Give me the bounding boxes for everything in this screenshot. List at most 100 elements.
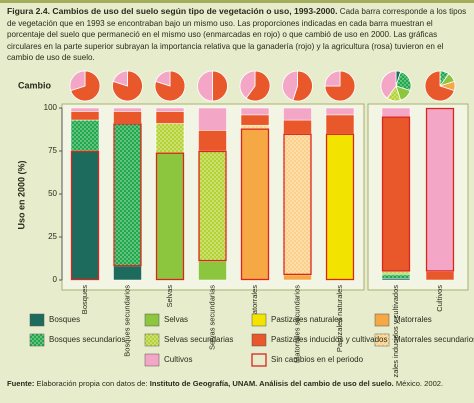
caption-text: Cada barra corresponde a los tipos de ve… (7, 7, 467, 63)
footer: Fuente: Elaboración propia con datos de:… (7, 379, 443, 388)
unchanged-frame (283, 133, 312, 275)
bar-segment (325, 133, 355, 281)
bar-segment (240, 114, 270, 126)
unchanged-frame (381, 116, 411, 272)
bar-segment (381, 107, 411, 117)
bar-dots (198, 151, 227, 262)
bar-segment (283, 119, 312, 135)
bar-segment (113, 265, 142, 281)
legend-label: Bosques (49, 315, 80, 324)
pie-label: Cambio (18, 80, 52, 90)
legend-swatch (144, 313, 160, 327)
pie-slice (197, 70, 213, 102)
legend-dots (145, 334, 159, 346)
bar-segment (198, 130, 227, 152)
bar-dots (283, 133, 312, 275)
y-tick-label: 0 (53, 275, 58, 284)
bar-segment (70, 107, 100, 112)
y-tick-label: 25 (48, 232, 57, 241)
bar-segment (155, 107, 185, 112)
unchanged-frame (198, 150, 227, 262)
bar-segment (325, 114, 355, 135)
pie-slice (324, 70, 341, 87)
unchanged-frame (425, 107, 455, 272)
bar-dots (382, 274, 410, 279)
chart: Cambio Uso en 2000 (%) 0 25 50 75 100 Bosques… (16, 70, 474, 378)
bar-segment (381, 116, 411, 272)
bar-segment (240, 128, 270, 281)
legend-label: Pastizales naturales (271, 315, 343, 324)
x-tick-label: Bosques secundarios (122, 285, 131, 357)
pie-slice (380, 70, 397, 99)
x-tick-label: Matorrales (250, 285, 259, 321)
pie-slice (245, 70, 271, 102)
bar-dots (241, 125, 269, 129)
footer-source: Instituto de Geografía, UNAM. Análisis d… (149, 379, 394, 388)
bar-segment (113, 107, 142, 112)
x-tick-label: Selvas (165, 285, 174, 308)
bar-segment (198, 260, 227, 281)
pie-slice (112, 70, 128, 87)
legend-label: Selvas secundarias (164, 335, 233, 344)
pie-slice-dots (387, 86, 401, 101)
bar-segment (70, 111, 100, 121)
legend-label: Sin cambios en el periodo (271, 355, 364, 364)
legend-label: Matorrales (394, 315, 432, 324)
bar-segment (155, 152, 185, 281)
bar-dots (71, 120, 99, 151)
legend-swatch (251, 353, 267, 367)
pie-slice (155, 70, 171, 87)
y-tick-label: 50 (48, 189, 57, 198)
pie-slice-dots (440, 71, 449, 86)
unchanged-frame (325, 133, 355, 281)
caption: Figura 2.4. Cambios de uso del suelo seg… (0, 0, 474, 62)
legend-label: Selvas (164, 315, 188, 324)
legend-swatch (29, 313, 45, 327)
bar-segment (325, 107, 355, 116)
bar-segment (381, 278, 411, 281)
bar-segment (283, 274, 312, 281)
x-tick-label: Cultivos (435, 285, 444, 312)
legend-label: Matorrales secundarios (394, 335, 474, 344)
unchanged-frame (240, 128, 270, 281)
bar-segment (381, 272, 411, 276)
bar-segment (198, 107, 227, 131)
pie-slice (424, 70, 455, 102)
legend-swatch (144, 353, 160, 367)
bar-dots (382, 271, 410, 274)
x-tick-label: Matorrales secundarios (292, 285, 301, 363)
bar-dots (113, 123, 142, 267)
bar-segment (240, 107, 270, 116)
x-tick-label: Pastizales inducidos y cultivados (391, 285, 400, 378)
bar-segment (425, 271, 455, 281)
bar-segment (70, 150, 100, 281)
pie-slice (69, 70, 86, 92)
y-tick-label: 75 (48, 146, 57, 155)
unchanged-frame (113, 123, 142, 267)
legend-label: Pastizales inducidos y cultivados (271, 335, 388, 344)
y-axis-label: Uso en 2000 (%) (16, 160, 26, 229)
legend-dots (30, 334, 44, 346)
bar-segment (155, 111, 185, 124)
caption-title: Figura 2.4. Cambios de uso del suelo seg… (7, 6, 338, 16)
pie-slice (324, 70, 356, 102)
pie-slice (239, 70, 256, 99)
bar-segment (113, 111, 142, 124)
bar-segment (283, 107, 312, 121)
legend-label: Cultivos (164, 355, 192, 364)
bar-segment (425, 107, 455, 272)
legend-label: Bosques secundarios (49, 335, 126, 344)
unchanged-frame (70, 150, 100, 281)
footer-lead: Fuente: (7, 379, 35, 388)
unchanged-frame (155, 152, 185, 281)
pie-slice (282, 70, 298, 101)
footer-post: México. 2002. (395, 379, 444, 388)
x-tick-label: Pastizales naturales (335, 285, 344, 352)
legend-dots (375, 334, 389, 346)
x-tick-label: Selvas secundarias (207, 285, 216, 350)
footer-pre: Elaboración propia con datos de: (36, 379, 148, 388)
x-tick-label: Bosques (80, 285, 89, 314)
legend-swatch (251, 333, 267, 347)
y-tick-label: 100 (44, 103, 58, 112)
